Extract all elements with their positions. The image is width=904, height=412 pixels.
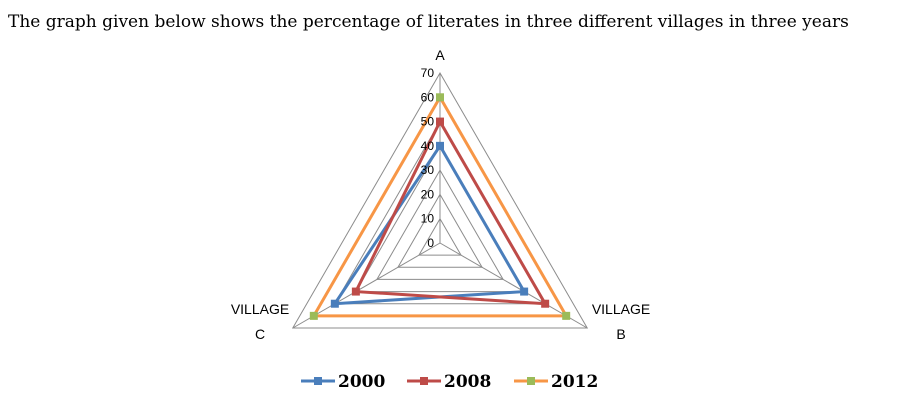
grid-ring <box>418 217 462 256</box>
category-label: B <box>616 326 625 342</box>
legend-marker <box>314 377 322 385</box>
tick-label: 50 <box>421 115 435 129</box>
tick-label: 70 <box>421 66 435 80</box>
data-point-2000 <box>436 141 444 150</box>
radial-tick-labels: 0 10 20 30 40 50 60 70 <box>421 66 435 250</box>
category-label: A <box>435 47 445 63</box>
series-line-2008 <box>353 118 548 306</box>
legend-marker <box>527 377 535 385</box>
series-line-2012 <box>311 94 569 318</box>
data-point-2000 <box>520 287 529 296</box>
category-labels: A VILLAGE B VILLAGE C <box>231 47 650 342</box>
grid-ring <box>376 169 504 280</box>
data-point-2012 <box>562 311 571 320</box>
data-point-2008 <box>541 299 550 308</box>
tick-label: 30 <box>421 163 435 177</box>
data-point-2000 <box>330 299 339 308</box>
category-label: VILLAGE <box>231 301 289 317</box>
tick-label: 60 <box>421 90 435 104</box>
legend-label: 2008 <box>444 372 491 392</box>
data-point-2012 <box>436 93 444 102</box>
category-label: VILLAGE <box>592 301 650 317</box>
grid-ring <box>397 193 483 268</box>
chart-title: The graph given below shows the percenta… <box>8 12 849 32</box>
data-point-2008 <box>436 117 444 126</box>
legend-marker <box>420 377 428 385</box>
data-point-2008 <box>351 287 360 296</box>
legend: 2000 2008 2012 <box>301 372 598 392</box>
tick-label: 40 <box>421 139 435 153</box>
legend-label: 2012 <box>551 372 598 392</box>
category-label: C <box>255 326 265 342</box>
tick-label: 10 <box>421 212 435 226</box>
tick-label: 0 <box>427 236 434 250</box>
data-point-2012 <box>309 311 318 320</box>
radar-grid <box>291 71 589 329</box>
legend-label: 2000 <box>338 372 385 392</box>
grid-ring <box>291 71 589 329</box>
tick-label: 20 <box>421 187 435 201</box>
radar-series <box>309 93 571 320</box>
